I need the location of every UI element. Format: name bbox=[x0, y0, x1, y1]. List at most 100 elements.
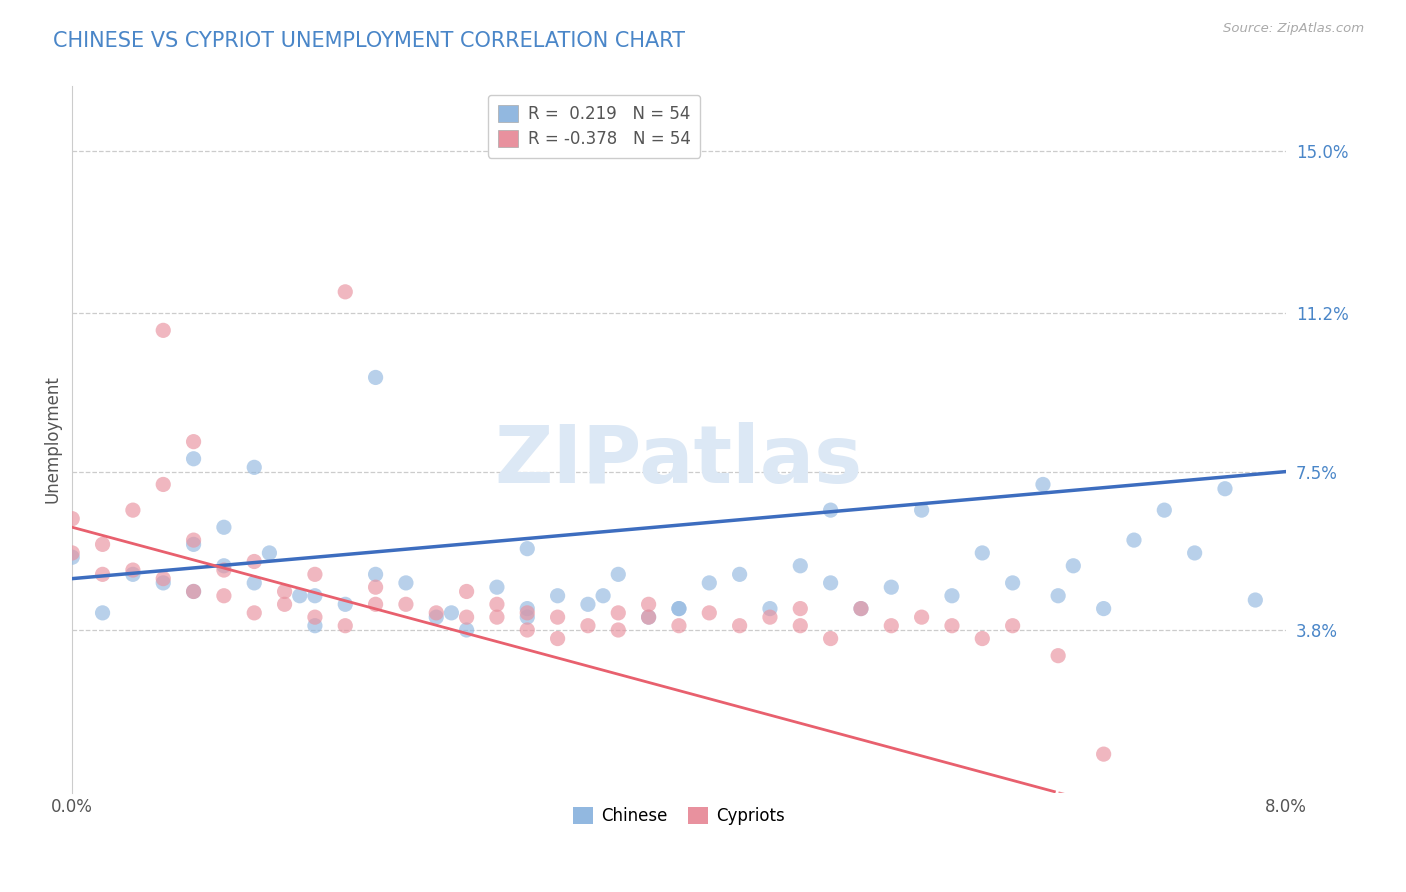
Point bbox=[910, 503, 932, 517]
Point bbox=[425, 606, 447, 620]
Point bbox=[60, 546, 83, 560]
Point bbox=[243, 460, 266, 475]
Point bbox=[637, 610, 659, 624]
Point bbox=[183, 537, 205, 551]
Point bbox=[1213, 482, 1236, 496]
Text: Source: ZipAtlas.com: Source: ZipAtlas.com bbox=[1223, 22, 1364, 36]
Point bbox=[122, 503, 145, 517]
Point bbox=[243, 606, 266, 620]
Point bbox=[440, 606, 463, 620]
Point bbox=[1047, 589, 1070, 603]
Point bbox=[304, 589, 326, 603]
Point bbox=[516, 623, 538, 637]
Point bbox=[395, 597, 418, 611]
Point bbox=[516, 606, 538, 620]
Point bbox=[820, 575, 842, 590]
Point bbox=[820, 503, 842, 517]
Point bbox=[183, 584, 205, 599]
Point bbox=[516, 610, 538, 624]
Point bbox=[212, 520, 235, 534]
Point bbox=[1001, 618, 1024, 632]
Point bbox=[1244, 593, 1267, 607]
Point bbox=[607, 623, 630, 637]
Point bbox=[122, 567, 145, 582]
Point bbox=[547, 632, 569, 646]
Point bbox=[364, 597, 387, 611]
Text: ZIPatlas: ZIPatlas bbox=[495, 422, 863, 500]
Point bbox=[1001, 575, 1024, 590]
Point bbox=[849, 601, 872, 615]
Point bbox=[91, 606, 114, 620]
Point bbox=[456, 610, 478, 624]
Point bbox=[1032, 477, 1054, 491]
Point bbox=[60, 550, 83, 565]
Point bbox=[456, 584, 478, 599]
Point bbox=[273, 597, 295, 611]
Point bbox=[212, 589, 235, 603]
Point bbox=[516, 541, 538, 556]
Point bbox=[941, 618, 963, 632]
Point bbox=[395, 575, 418, 590]
Point bbox=[243, 575, 266, 590]
Point bbox=[364, 580, 387, 594]
Point bbox=[183, 451, 205, 466]
Point bbox=[668, 618, 690, 632]
Point bbox=[304, 618, 326, 632]
Legend: Chinese, Cypriots: Chinese, Cypriots bbox=[565, 799, 793, 834]
Y-axis label: Unemployment: Unemployment bbox=[44, 376, 60, 503]
Point bbox=[789, 601, 811, 615]
Point bbox=[941, 589, 963, 603]
Point bbox=[304, 610, 326, 624]
Point bbox=[288, 589, 311, 603]
Point bbox=[335, 618, 357, 632]
Point bbox=[183, 584, 205, 599]
Point bbox=[122, 563, 145, 577]
Point bbox=[728, 618, 751, 632]
Point bbox=[259, 546, 281, 560]
Point bbox=[849, 601, 872, 615]
Point bbox=[60, 511, 83, 525]
Point bbox=[425, 610, 447, 624]
Point bbox=[212, 563, 235, 577]
Text: CHINESE VS CYPRIOT UNEMPLOYMENT CORRELATION CHART: CHINESE VS CYPRIOT UNEMPLOYMENT CORRELAT… bbox=[53, 31, 686, 51]
Point bbox=[152, 323, 174, 337]
Point bbox=[152, 572, 174, 586]
Point bbox=[212, 558, 235, 573]
Point bbox=[547, 610, 569, 624]
Point bbox=[485, 610, 508, 624]
Point bbox=[335, 285, 357, 299]
Point bbox=[516, 601, 538, 615]
Point bbox=[485, 597, 508, 611]
Point bbox=[697, 606, 720, 620]
Point bbox=[456, 623, 478, 637]
Point bbox=[1123, 533, 1146, 547]
Point bbox=[547, 589, 569, 603]
Point bbox=[1153, 503, 1175, 517]
Point bbox=[972, 546, 994, 560]
Point bbox=[152, 477, 174, 491]
Point bbox=[607, 567, 630, 582]
Point bbox=[576, 597, 599, 611]
Point bbox=[576, 618, 599, 632]
Point bbox=[1092, 601, 1115, 615]
Point bbox=[304, 567, 326, 582]
Point bbox=[728, 567, 751, 582]
Point bbox=[152, 575, 174, 590]
Point bbox=[820, 632, 842, 646]
Point bbox=[759, 610, 782, 624]
Point bbox=[880, 580, 903, 594]
Point bbox=[91, 567, 114, 582]
Point bbox=[335, 597, 357, 611]
Point bbox=[668, 601, 690, 615]
Point bbox=[637, 610, 659, 624]
Point bbox=[637, 597, 659, 611]
Point bbox=[183, 434, 205, 449]
Point bbox=[183, 533, 205, 547]
Point bbox=[592, 589, 614, 603]
Point bbox=[485, 580, 508, 594]
Point bbox=[1092, 747, 1115, 761]
Point bbox=[607, 606, 630, 620]
Point bbox=[273, 584, 295, 599]
Point bbox=[668, 601, 690, 615]
Point bbox=[1184, 546, 1206, 560]
